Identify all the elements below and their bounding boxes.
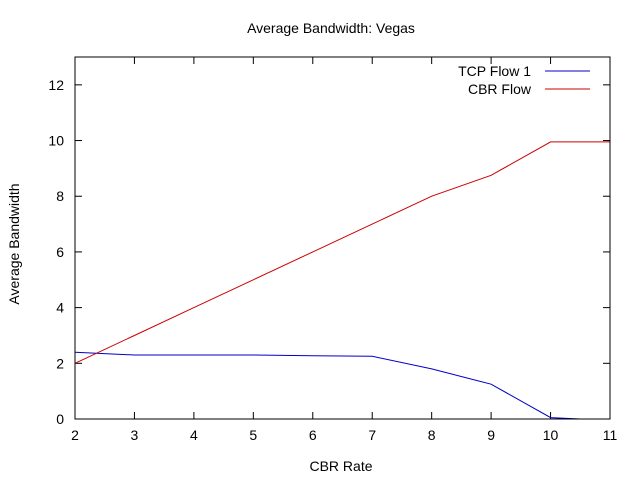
x-tick-label: 8 xyxy=(428,427,436,443)
x-tick-label: 11 xyxy=(603,427,618,443)
chart-title: Average Bandwidth: Vegas xyxy=(247,20,415,36)
plot-frame xyxy=(74,56,611,420)
y-tick-label: 2 xyxy=(56,355,64,371)
x-tick-label: 9 xyxy=(487,427,495,443)
series-line-0 xyxy=(74,351,581,420)
y-tick-label: 4 xyxy=(56,300,64,316)
y-tick-label: 6 xyxy=(56,244,64,260)
y-tick-label: 8 xyxy=(56,188,64,204)
x-tick-label: 4 xyxy=(190,427,198,443)
series-lines xyxy=(74,141,610,420)
x-tick-label: 5 xyxy=(249,427,257,443)
series-line-1 xyxy=(74,141,610,364)
x-tick-label: 10 xyxy=(543,427,559,443)
y-tick-label: 10 xyxy=(48,133,64,149)
legend-label: CBR Flow xyxy=(468,81,532,97)
y-axis-label: Average Bandwidth xyxy=(6,183,22,304)
legend-label: TCP Flow 1 xyxy=(458,63,531,79)
x-tick-label: 3 xyxy=(131,427,139,443)
y-tick-label: 0 xyxy=(56,411,64,427)
x-axis-label: CBR Rate xyxy=(309,458,372,474)
x-tick-label: 7 xyxy=(368,427,376,443)
x-tick-label: 2 xyxy=(71,427,79,443)
y-tick-label: 12 xyxy=(48,77,64,93)
x-tick-label: 6 xyxy=(309,427,317,443)
legend: TCP Flow 1 CBR Flow xyxy=(458,63,590,97)
